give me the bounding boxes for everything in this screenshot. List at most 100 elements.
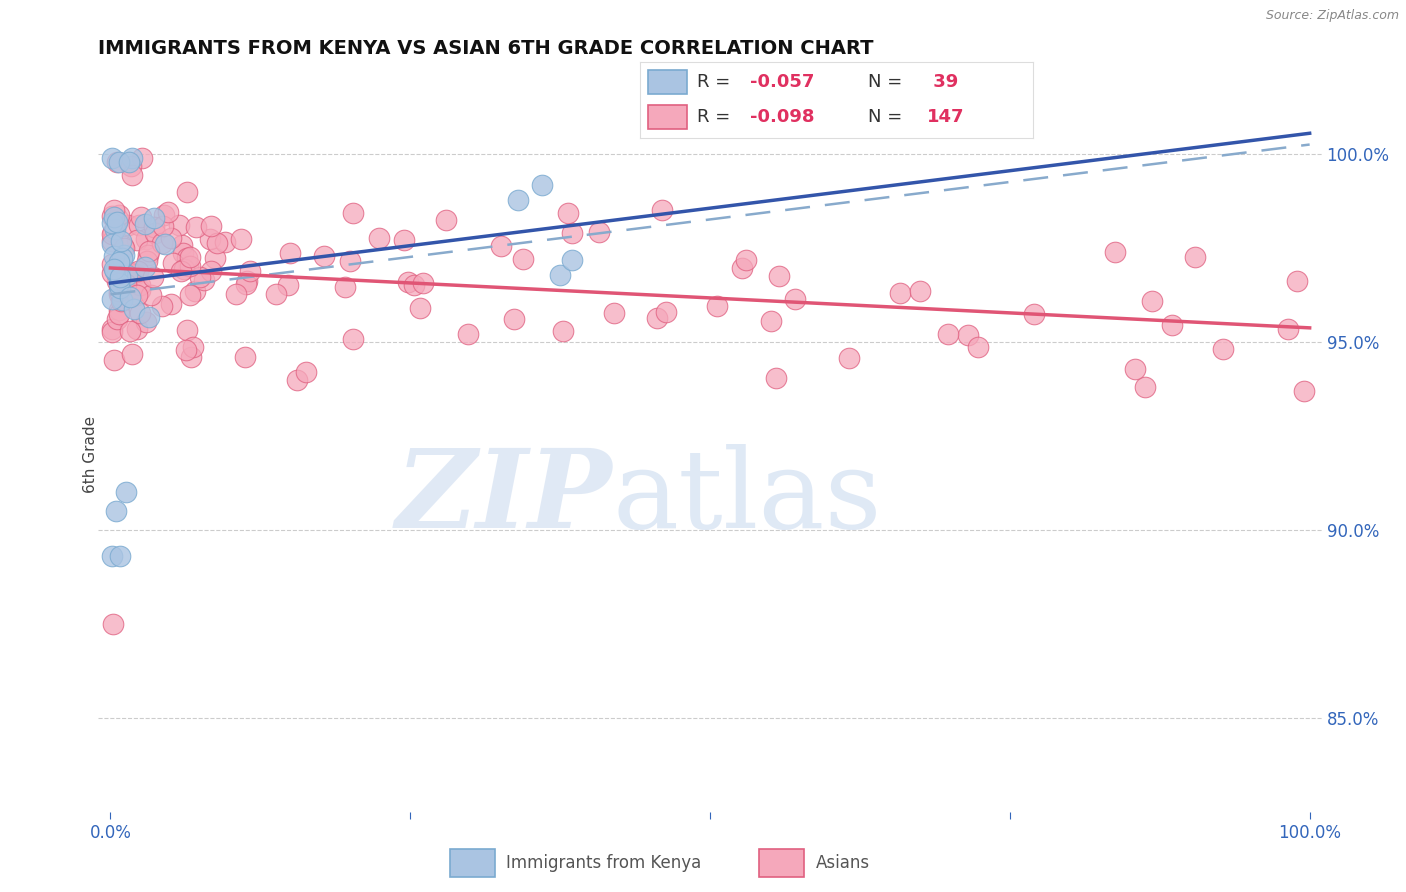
Point bbox=[204, 252, 226, 266]
Point bbox=[200, 264, 222, 278]
Text: R =: R = bbox=[697, 108, 730, 126]
Point bbox=[104, 264, 127, 278]
Point bbox=[143, 226, 166, 240]
Point bbox=[160, 297, 183, 311]
Point bbox=[173, 261, 195, 276]
Point bbox=[110, 293, 132, 307]
Point bbox=[956, 327, 979, 342]
Point bbox=[588, 225, 610, 239]
Text: R =: R = bbox=[697, 73, 730, 91]
Point bbox=[100, 325, 122, 339]
Point bbox=[115, 268, 138, 282]
Point bbox=[115, 272, 138, 286]
Point bbox=[838, 351, 860, 366]
Text: -0.098: -0.098 bbox=[749, 108, 814, 126]
Point bbox=[409, 301, 432, 315]
Point bbox=[108, 255, 131, 269]
Text: IMMIGRANTS FROM KENYA VS ASIAN 6TH GRADE CORRELATION CHART: IMMIGRANTS FROM KENYA VS ASIAN 6TH GRADE… bbox=[98, 39, 875, 58]
Point bbox=[176, 323, 198, 337]
Point bbox=[110, 235, 132, 249]
Point bbox=[103, 210, 125, 224]
Point bbox=[108, 302, 131, 317]
Point bbox=[1123, 362, 1146, 376]
Point bbox=[176, 252, 198, 266]
Point bbox=[1022, 307, 1045, 321]
Point bbox=[100, 151, 122, 165]
Point bbox=[179, 260, 201, 274]
Point bbox=[908, 284, 931, 298]
Point bbox=[200, 232, 222, 246]
Point bbox=[342, 205, 364, 219]
Point bbox=[508, 193, 530, 207]
Text: Asians: Asians bbox=[815, 854, 869, 872]
Text: ZIP: ZIP bbox=[395, 444, 612, 551]
Point bbox=[312, 249, 335, 263]
Point bbox=[142, 269, 165, 284]
Point bbox=[101, 322, 124, 336]
Point bbox=[127, 263, 149, 277]
Bar bbox=[450, 849, 495, 877]
Point bbox=[120, 159, 142, 173]
Point bbox=[101, 549, 124, 564]
Point bbox=[135, 253, 157, 268]
Point bbox=[142, 211, 165, 225]
Point bbox=[135, 315, 157, 329]
Point bbox=[134, 260, 156, 275]
Point bbox=[152, 219, 174, 233]
Point bbox=[108, 208, 131, 222]
Point bbox=[136, 248, 159, 262]
Text: atlas: atlas bbox=[612, 444, 882, 551]
Point bbox=[101, 234, 124, 248]
Point bbox=[457, 326, 479, 341]
Point bbox=[645, 311, 668, 326]
Bar bbox=[759, 849, 804, 877]
Point bbox=[1160, 318, 1182, 332]
FancyBboxPatch shape bbox=[648, 105, 688, 129]
Point bbox=[100, 257, 122, 271]
Point bbox=[180, 350, 202, 364]
Point bbox=[117, 218, 139, 232]
Point bbox=[179, 250, 201, 264]
Point bbox=[135, 232, 157, 246]
Point bbox=[1104, 244, 1126, 259]
Point bbox=[131, 211, 153, 225]
Point bbox=[1277, 322, 1299, 336]
Point bbox=[100, 216, 122, 230]
Point bbox=[112, 248, 135, 262]
Text: N =: N = bbox=[868, 108, 903, 126]
Point bbox=[105, 265, 128, 279]
Point bbox=[114, 271, 136, 285]
Point bbox=[112, 241, 135, 255]
Point bbox=[127, 288, 149, 302]
Point bbox=[179, 287, 201, 301]
Point bbox=[765, 371, 787, 385]
Point bbox=[412, 276, 434, 290]
Point bbox=[100, 227, 122, 241]
Point bbox=[207, 236, 229, 251]
Point bbox=[105, 504, 128, 518]
Point bbox=[1133, 380, 1156, 394]
Point bbox=[603, 306, 626, 320]
Point bbox=[121, 347, 143, 361]
Point bbox=[277, 278, 299, 293]
Point bbox=[404, 278, 426, 293]
Point bbox=[1142, 294, 1164, 309]
Point bbox=[170, 238, 193, 252]
Point bbox=[655, 305, 678, 319]
Text: N =: N = bbox=[868, 73, 903, 91]
Point bbox=[107, 155, 129, 169]
Point bbox=[138, 244, 160, 258]
Point bbox=[491, 238, 513, 252]
Point bbox=[434, 213, 457, 227]
Point bbox=[118, 155, 141, 169]
Point bbox=[105, 267, 128, 281]
Point bbox=[103, 202, 125, 217]
Point bbox=[103, 261, 125, 276]
Point bbox=[118, 265, 141, 279]
Point bbox=[121, 151, 143, 165]
Point bbox=[100, 266, 122, 280]
Point bbox=[128, 218, 150, 232]
Point bbox=[339, 254, 361, 268]
Point bbox=[131, 151, 153, 165]
Point bbox=[177, 259, 200, 273]
